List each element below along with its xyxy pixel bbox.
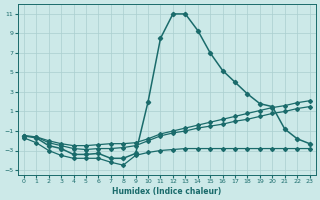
X-axis label: Humidex (Indice chaleur): Humidex (Indice chaleur) <box>112 187 221 196</box>
